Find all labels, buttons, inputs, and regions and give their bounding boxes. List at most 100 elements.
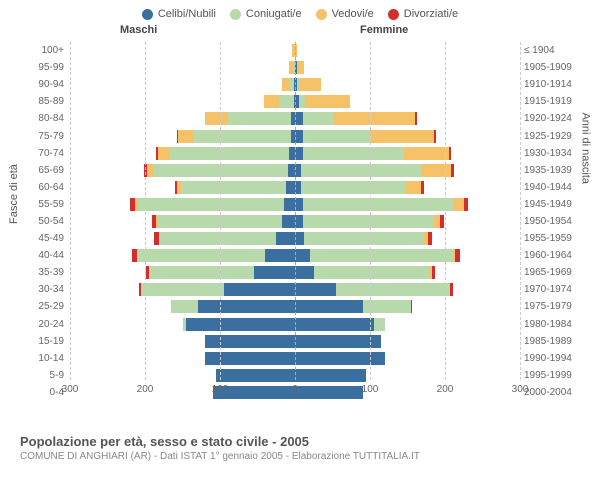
age-row: 30-341970-1974 [20, 281, 580, 298]
stacked-bar [154, 232, 295, 245]
male-bar [70, 281, 295, 298]
bar-segment [264, 95, 279, 108]
female-bar [295, 367, 520, 384]
male-bar [70, 230, 295, 247]
bar-segment [301, 164, 421, 177]
x-tick-label: 200 [137, 384, 154, 395]
bar-segment [205, 112, 228, 125]
female-bar [295, 162, 520, 179]
age-row: 65-69 1935-1939 [20, 162, 580, 179]
bar-segment [295, 318, 374, 331]
footer-title: Popolazione per età, sesso e stato civil… [20, 434, 580, 449]
stacked-bar [216, 369, 295, 382]
stacked-bar [205, 112, 295, 125]
male-bar [70, 196, 295, 213]
bar-segment [464, 198, 469, 211]
stacked-bar [295, 352, 385, 365]
age-row: 95-991905-1909 [20, 59, 580, 76]
chart: Maschi Femmine Fasce di età Anni di nasc… [20, 24, 580, 424]
bar-segment [138, 249, 266, 262]
male-bar [70, 350, 295, 367]
male-bar [70, 42, 295, 59]
bar-segment [288, 164, 296, 177]
legend-item: Coniugati/e [230, 8, 302, 20]
bar-segment [404, 147, 449, 160]
bar-segment [295, 147, 303, 160]
legend-label: Celibi/Nubili [158, 8, 216, 20]
age-row: 100+≤ 1904 [20, 42, 580, 59]
female-bar [295, 42, 520, 59]
bar-segment [303, 112, 333, 125]
plot-area: 100+≤ 190495-991905-1909 90-94 1910-1914 85… [20, 42, 580, 402]
birth-label: 1935-1939 [524, 165, 580, 176]
male-bar [70, 333, 295, 350]
bar-segment [301, 181, 406, 194]
age-label: 90-94 [20, 79, 64, 90]
age-label: 55-59 [20, 199, 64, 210]
bar-segment [310, 249, 453, 262]
bar-segment [228, 112, 292, 125]
birth-label: 1925-1929 [524, 131, 580, 142]
bar-segment [141, 283, 224, 296]
bar-segment [295, 300, 363, 313]
legend-label: Vedovi/e [332, 8, 374, 20]
bar-segment [205, 352, 295, 365]
birth-label: 1910-1914 [524, 79, 580, 90]
bar-segment [450, 283, 454, 296]
stacked-bar [295, 181, 424, 194]
female-bar [295, 281, 520, 298]
age-label: 100+ [20, 45, 64, 56]
gridline [370, 42, 371, 380]
column-headers: Maschi Femmine [20, 24, 580, 42]
gridline [445, 42, 446, 380]
age-label: 60-64 [20, 182, 64, 193]
male-bar [70, 213, 295, 230]
age-label: 45-49 [20, 233, 64, 244]
footer-sub: COMUNE DI ANGHIARI (AR) - Dati ISTAT 1° … [20, 451, 580, 462]
bar-segment [303, 198, 453, 211]
stacked-bar [183, 318, 296, 331]
age-label: 65-69 [20, 165, 64, 176]
bar-segment [295, 232, 304, 245]
stacked-bar [295, 318, 385, 331]
male-bar [70, 59, 295, 76]
age-row: 50-541950-1954 [20, 213, 580, 230]
bar-segment [216, 369, 295, 382]
bar-segment [370, 130, 434, 143]
bar-segment [303, 215, 434, 228]
bar-segment [406, 181, 421, 194]
bar-segment [432, 266, 436, 279]
age-row: 10-141990-1994 [20, 350, 580, 367]
stacked-bar [295, 232, 432, 245]
bar-segment [305, 95, 350, 108]
male-bar [70, 316, 295, 333]
bar-segment [434, 130, 436, 143]
age-row: 40-441960-1964 [20, 247, 580, 264]
bar-segment [295, 369, 366, 382]
male-bar [70, 127, 295, 144]
birth-label: 1960-1964 [524, 250, 580, 261]
bar-segment [149, 266, 254, 279]
birth-label: 1915-1919 [524, 96, 580, 107]
legend-label: Coniugati/e [246, 8, 302, 20]
stacked-bar [295, 198, 468, 211]
bar-segment [297, 61, 305, 74]
bar-segment [158, 147, 169, 160]
legend-dot-icon [142, 9, 153, 20]
age-row: 85-891915-1919 [20, 93, 580, 110]
age-row: 25-291975-1979 [20, 298, 580, 315]
legend: Celibi/NubiliConiugati/eVedovi/eDivorzia… [0, 0, 600, 24]
stacked-bar [295, 249, 460, 262]
bar-segment [282, 215, 296, 228]
birth-label: 1920-1924 [524, 113, 580, 124]
male-bar [70, 145, 295, 162]
stacked-bar [175, 181, 295, 194]
x-tick-label: 300 [512, 384, 529, 395]
birth-label: 1955-1959 [524, 233, 580, 244]
female-bar [295, 127, 520, 144]
y-axis-right-title: Anni di nascita [580, 112, 592, 184]
age-row: 20-241980-1984 [20, 316, 580, 333]
x-tick-label: 100 [362, 384, 379, 395]
age-label: 95-99 [20, 62, 64, 73]
female-bar [295, 350, 520, 367]
